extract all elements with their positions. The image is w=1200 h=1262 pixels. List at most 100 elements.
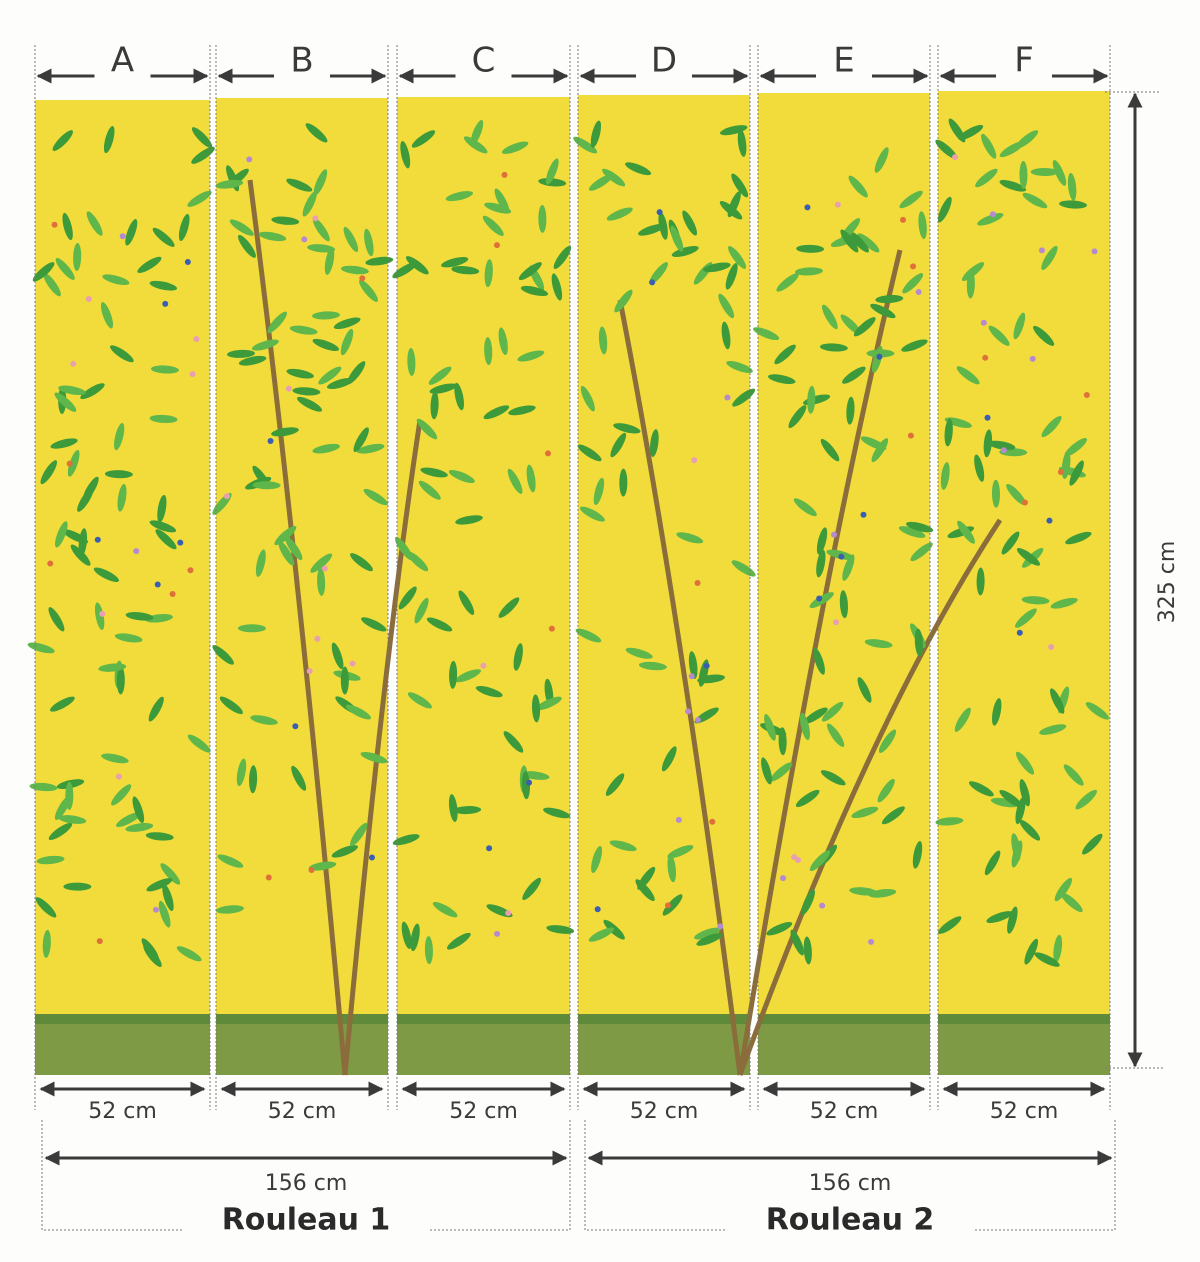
leaf	[93, 567, 120, 583]
leaf	[1067, 172, 1077, 201]
leaf	[251, 339, 279, 351]
blossom	[223, 493, 230, 500]
leaf	[820, 438, 840, 462]
ground	[397, 1022, 570, 1075]
blossom	[838, 553, 845, 560]
leaf	[1015, 130, 1039, 149]
leaf	[821, 304, 838, 330]
leaf	[517, 350, 545, 362]
leaf	[424, 936, 433, 965]
leaf	[363, 488, 388, 506]
leaf	[1019, 819, 1041, 841]
ground	[938, 1022, 1110, 1075]
leaf	[137, 256, 162, 274]
leaf	[1054, 877, 1073, 902]
leaf	[866, 349, 895, 358]
leaf	[718, 293, 735, 319]
leaf	[545, 158, 559, 185]
leaf	[821, 701, 844, 722]
leaf	[790, 929, 804, 956]
leaf	[816, 527, 828, 555]
leaf	[625, 647, 653, 659]
blossom	[306, 668, 313, 675]
blossom	[187, 567, 194, 574]
leaf	[846, 396, 855, 425]
panel-letter: E	[833, 41, 854, 81]
leaf	[914, 628, 923, 657]
leaf	[407, 692, 432, 709]
blossom	[1083, 392, 1090, 399]
leaf	[445, 191, 474, 202]
leaf	[753, 327, 780, 341]
leaf	[981, 133, 997, 159]
leaf	[875, 294, 904, 304]
leaf	[395, 536, 413, 561]
blossom	[85, 296, 92, 303]
blossom	[868, 938, 875, 945]
blossom	[831, 531, 838, 538]
leaf	[152, 227, 175, 247]
blossom	[70, 360, 77, 367]
leaf	[448, 470, 475, 483]
leaf	[48, 822, 73, 841]
leaf	[1039, 724, 1067, 735]
ground-edge	[216, 1014, 388, 1024]
leaf	[326, 377, 354, 390]
leaf	[851, 806, 879, 819]
leaf	[178, 213, 190, 242]
blossom	[368, 854, 375, 861]
leaf	[598, 326, 608, 355]
leaf	[463, 136, 488, 154]
blossom	[301, 236, 308, 243]
leaf	[840, 314, 862, 335]
leaf	[212, 645, 234, 665]
leaf	[150, 365, 179, 374]
leaf	[149, 280, 178, 291]
leaf	[484, 337, 493, 366]
leaf	[125, 219, 138, 246]
blossom	[876, 353, 883, 360]
leaf	[827, 723, 845, 748]
blossom	[675, 816, 682, 823]
leaf	[70, 544, 91, 566]
leaf	[100, 302, 114, 329]
leaf	[538, 204, 547, 233]
leaf	[977, 213, 1004, 226]
leaf	[285, 536, 303, 561]
leaf	[255, 549, 266, 577]
leaf	[146, 878, 173, 892]
leaf	[238, 355, 267, 366]
leaf	[661, 746, 677, 772]
leaf	[249, 765, 258, 794]
leaf	[406, 551, 429, 572]
leaf	[820, 770, 846, 786]
leaf	[877, 778, 895, 803]
leaf	[871, 438, 889, 463]
leaf	[906, 521, 934, 533]
leaf	[429, 383, 457, 394]
decoration	[27, 118, 1110, 1076]
leaf	[155, 529, 177, 550]
leaf	[1013, 312, 1026, 340]
leaf	[999, 179, 1027, 192]
blossom	[1021, 499, 1028, 506]
leaf	[307, 244, 336, 253]
leaf	[451, 265, 480, 275]
leaf	[1050, 688, 1065, 714]
leaf	[42, 929, 51, 958]
blossom	[94, 536, 101, 543]
blossom	[493, 242, 500, 249]
leaf	[726, 361, 753, 373]
leaf	[1024, 938, 1039, 965]
leaf	[849, 887, 878, 896]
leaf	[731, 173, 749, 198]
leaf	[305, 123, 328, 143]
blossom	[152, 906, 159, 913]
leaf	[975, 168, 998, 188]
leaf	[662, 894, 683, 916]
leaf	[48, 607, 65, 632]
blossom	[480, 662, 487, 669]
leaf	[274, 525, 297, 546]
leaf	[819, 343, 848, 352]
leaf	[940, 462, 950, 490]
